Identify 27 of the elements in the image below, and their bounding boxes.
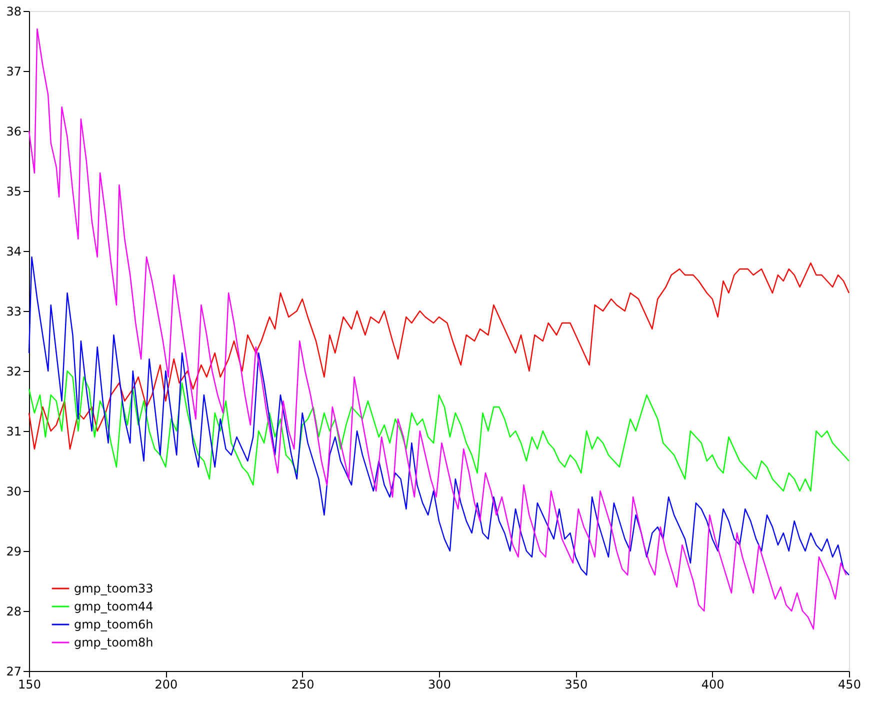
x-tick-label: 300	[428, 678, 451, 692]
x-tick-label: 200	[154, 678, 178, 692]
x-tick-label: 350	[564, 678, 588, 692]
x-tick-label: 450	[838, 678, 861, 692]
y-tick-label: 35	[6, 184, 22, 198]
line-series	[28, 28, 847, 630]
y-tick-label: 36	[6, 124, 22, 138]
y-tick-label: 27	[6, 664, 22, 678]
legend-label: gmp_toom44	[74, 600, 154, 614]
y-tick-label: 32	[6, 364, 22, 378]
y-tick-label: 29	[6, 544, 22, 558]
line-series	[28, 262, 850, 450]
y-tick-label: 31	[6, 424, 22, 438]
legend-label: gmp_toom6h	[74, 618, 154, 632]
x-tick-label: 250	[291, 678, 314, 692]
x-tick-label: 400	[701, 678, 724, 692]
y-tick-label: 37	[6, 64, 22, 78]
legend-label: gmp_toom8h	[74, 636, 154, 650]
line-series	[28, 370, 850, 492]
line-series	[28, 256, 850, 576]
y-tick-label: 38	[6, 4, 22, 18]
y-tick-label: 30	[6, 484, 22, 498]
x-tick-label: 150	[18, 678, 41, 692]
y-tick-label: 28	[6, 604, 22, 618]
legend-label: gmp_toom33	[74, 582, 154, 596]
y-tick-label: 34	[6, 244, 22, 258]
y-tick-label: 33	[6, 304, 22, 318]
